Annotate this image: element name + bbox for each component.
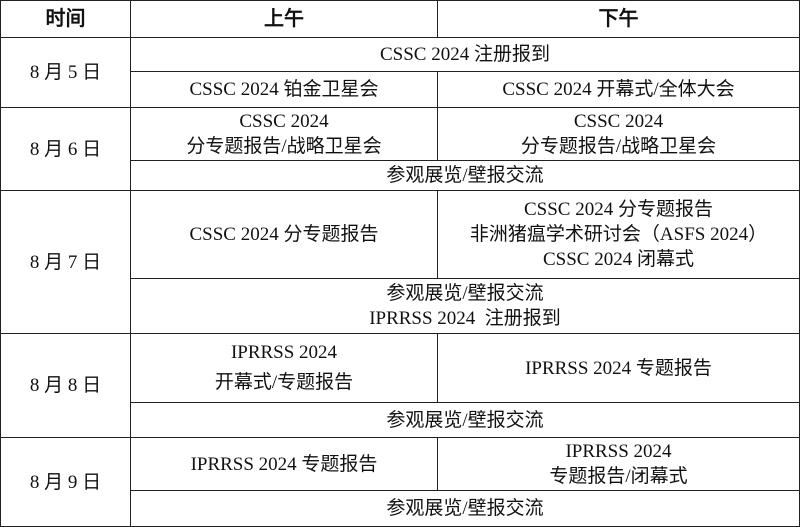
cell-line: 非洲猪瘟学术研讨会（ASFS 2024） bbox=[469, 224, 768, 245]
cell-line: 参观展览/壁报交流 bbox=[386, 283, 544, 304]
morning-cell: CSSC 2024 分专题报告 bbox=[130, 190, 438, 279]
full-day-cell: CSSC 2024 注册报到 bbox=[130, 37, 800, 72]
afternoon-cell: CSSC 2024 分专题报告/战略卫星会 bbox=[437, 107, 800, 161]
date-cell: 8 月 9 日 bbox=[0, 437, 131, 527]
cell-line: CSSC 2024 bbox=[239, 111, 329, 132]
cell-line: 专题报告/闭幕式 bbox=[549, 466, 688, 487]
afternoon-cell: IPRRSS 2024 专题报告/闭幕式 bbox=[437, 437, 800, 491]
morning-cell: IPRRSS 2024 专题报告 bbox=[130, 437, 438, 491]
cell-line: CSSC 2024 bbox=[573, 111, 664, 132]
cell-line: 分专题报告/战略卫星会 bbox=[520, 136, 717, 157]
cell-line: IPRRSS 2024 bbox=[565, 441, 672, 462]
date-cell: 8 月 6 日 bbox=[0, 107, 131, 191]
cell-line: CSSC 2024 分专题报告 bbox=[524, 199, 713, 220]
morning-cell: IPRRSS 2024 开幕式/专题报告 bbox=[130, 333, 438, 403]
header-morning: 上午 bbox=[130, 0, 438, 38]
date-cell: 8 月 5 日 bbox=[0, 37, 131, 108]
cell-line: IPRRSS 2024 bbox=[230, 342, 338, 363]
afternoon-cell: IPRRSS 2024 专题报告 bbox=[437, 333, 800, 403]
full-day-cell: 参观展览/壁报交流 bbox=[130, 160, 800, 191]
cell-line: CSSC 2024 闭幕式 bbox=[543, 249, 694, 270]
afternoon-cell: CSSC 2024 开幕式/全体大会 bbox=[437, 71, 800, 108]
header-time: 时间 bbox=[0, 0, 131, 38]
date-cell: 8 月 8 日 bbox=[0, 333, 131, 438]
afternoon-cell: CSSC 2024 分专题报告非洲猪瘟学术研讨会（ASFS 2024） CSSC … bbox=[437, 190, 800, 279]
cell-line: 分专题报告/战略卫星会 bbox=[186, 136, 382, 157]
cell-line: 开幕式/专题报告 bbox=[214, 372, 354, 393]
cell-line: IPRRSS 2024 注册报到 bbox=[369, 308, 561, 329]
header-afternoon: 下午 bbox=[437, 0, 800, 38]
morning-cell: CSSC 2024 铂金卫星会 bbox=[130, 71, 438, 108]
date-cell: 8 月 7 日 bbox=[0, 190, 131, 334]
full-day-cell: 参观展览/壁报交流 IPRRSS 2024 注册报到 bbox=[130, 278, 800, 334]
full-day-cell: 参观展览/壁报交流 bbox=[130, 490, 800, 527]
morning-cell: CSSC 2024 分专题报告/战略卫星会 bbox=[130, 107, 438, 161]
full-day-cell: 参观展览/壁报交流 bbox=[130, 402, 800, 438]
